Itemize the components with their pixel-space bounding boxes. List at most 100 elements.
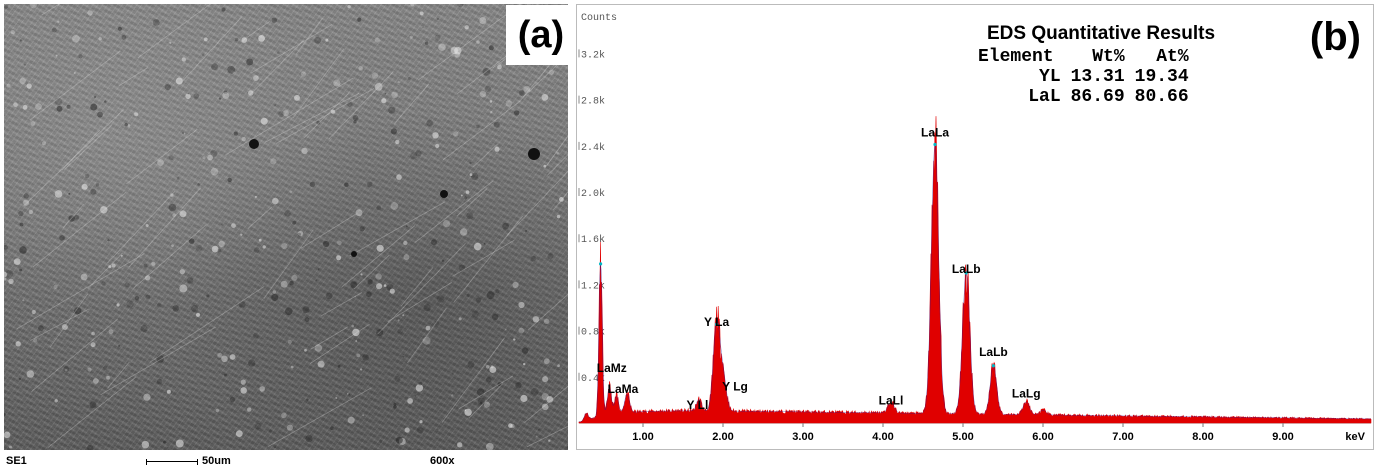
- sem-grain: [258, 238, 262, 242]
- sem-grain: [422, 26, 424, 29]
- sem-pore: [528, 148, 540, 160]
- sem-grain: [542, 376, 549, 383]
- x-tick-label: 6.00: [1032, 431, 1053, 443]
- sem-grain: [22, 299, 25, 302]
- sem-grain: [167, 446, 169, 449]
- sem-grain: [223, 90, 228, 95]
- sem-grain: [89, 401, 97, 409]
- sem-grain: [414, 394, 417, 397]
- sem-grain: [396, 174, 402, 180]
- sem-scratch: [468, 383, 503, 419]
- sem-grain: [347, 416, 355, 424]
- peak-annotation: LaLg: [1012, 387, 1041, 401]
- sem-scratch: [240, 21, 270, 43]
- sem-scratch: [292, 48, 345, 119]
- sem-grain: [103, 365, 108, 371]
- sem-scratch: [128, 187, 202, 268]
- sem-grain: [108, 329, 114, 335]
- sem-grain: [397, 319, 400, 322]
- sem-grain: [239, 301, 246, 308]
- sem-grain: [543, 358, 550, 365]
- sem-grain: [394, 376, 401, 382]
- sem-grain: [38, 325, 44, 331]
- sem-grain: [484, 85, 492, 92]
- sem-grain: [333, 79, 341, 87]
- sem-grain: [393, 403, 397, 406]
- sem-grain: [172, 305, 179, 312]
- sem-scratch: [137, 4, 211, 59]
- sem-grain: [423, 304, 431, 312]
- sem-grain: [358, 66, 364, 71]
- sem-grain: [367, 181, 373, 188]
- sem-grain: [458, 264, 466, 271]
- sem-grain: [42, 141, 46, 146]
- sem-scratch: [16, 253, 145, 330]
- sem-grain: [240, 233, 243, 236]
- sem-grain: [171, 244, 174, 248]
- sem-grain: [222, 92, 230, 99]
- sem-grain: [19, 268, 23, 272]
- sem-grain: [33, 338, 38, 343]
- sem-scratch: [29, 50, 121, 121]
- sem-grain: [460, 228, 468, 236]
- sem-scratch: [118, 67, 149, 87]
- sem-grain: [93, 95, 97, 99]
- sem-grain: [486, 377, 492, 383]
- sem-grain: [4, 431, 11, 439]
- sem-grain: [23, 199, 30, 206]
- sem-scratch: [49, 293, 89, 348]
- sem-grain: [344, 182, 349, 188]
- sem-grain: [274, 446, 277, 449]
- sem-grain: [4, 413, 6, 417]
- sem-grain: [231, 223, 236, 229]
- sem-grain: [206, 294, 210, 298]
- sem-scratch: [452, 239, 515, 277]
- sem-grain: [145, 294, 151, 300]
- x-tick-label: 2.00: [712, 431, 733, 443]
- x-tick-label: 5.00: [952, 431, 973, 443]
- sem-grain: [241, 37, 248, 43]
- sem-grain: [54, 190, 63, 198]
- sem-grain: [156, 378, 163, 385]
- sem-grain: [247, 407, 252, 412]
- sem-grain: [240, 387, 247, 394]
- sem-scratch: [353, 254, 390, 290]
- sem-grain: [523, 362, 526, 366]
- sem-grain: [410, 4, 415, 7]
- sem-grain: [347, 393, 350, 396]
- sem-grain: [18, 377, 22, 381]
- sem-grain: [168, 155, 174, 161]
- sem-grain: [357, 17, 362, 22]
- sem-grain: [317, 360, 325, 368]
- sem-grain: [483, 243, 486, 245]
- sem-grain: [121, 35, 127, 40]
- sem-scratch: [394, 83, 430, 124]
- sem-pore: [440, 190, 448, 198]
- sem-grain: [316, 121, 321, 125]
- x-axis-title: keV: [1345, 431, 1365, 443]
- sem-grain: [151, 261, 156, 266]
- sem-grain: [360, 368, 363, 371]
- sem-grain: [217, 352, 223, 358]
- sem-scratch: [341, 225, 416, 288]
- sem-grain: [187, 277, 194, 284]
- sem-grain: [291, 274, 298, 281]
- sem-grain: [315, 279, 318, 282]
- sem-grain: [19, 246, 27, 254]
- sem-scratch: [456, 188, 488, 217]
- sem-grain: [457, 442, 463, 448]
- sem-grain: [485, 365, 490, 369]
- results-row-yl: YL 13.31 19.34: [973, 67, 1194, 87]
- sem-grain: [350, 281, 358, 289]
- sem-scratch: [303, 92, 350, 139]
- sem-grain: [157, 159, 164, 166]
- sem-grain: [465, 190, 470, 194]
- sem-grain: [143, 263, 148, 268]
- sem-grain: [234, 37, 239, 42]
- sem-scratch: [126, 128, 198, 185]
- x-tick-label: 9.00: [1272, 431, 1293, 443]
- sem-grain: [287, 339, 292, 344]
- sem-grain: [183, 132, 186, 135]
- sem-grain: [489, 100, 493, 103]
- sem-grain: [354, 295, 357, 298]
